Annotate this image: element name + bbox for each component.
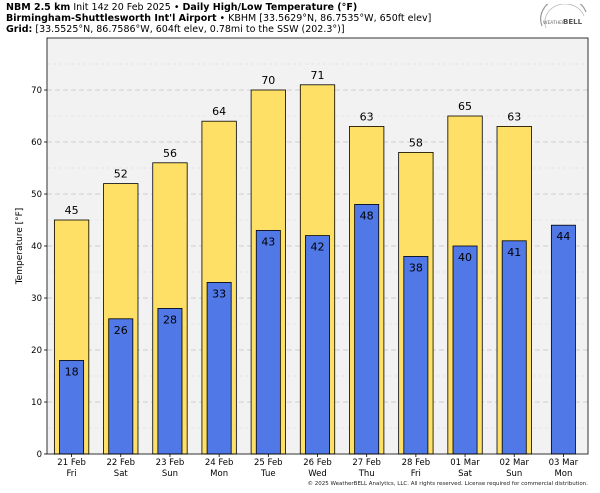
x-tick-label-date: 22 Feb — [106, 458, 135, 468]
x-tick-label-date: 01 Mar — [450, 458, 480, 468]
low-temp-label: 42 — [311, 241, 325, 254]
low-temp-bar — [452, 245, 478, 455]
chart-header-line-2: Birmingham-Shuttlesworth Int'l Airport •… — [6, 13, 431, 25]
y-tick-label: 50 — [31, 190, 42, 200]
x-tick-label-weekday: Sat — [458, 469, 473, 479]
high-temp-label: 64 — [212, 105, 226, 118]
init-time: Init 14z 20 Feb 2025 — [73, 2, 171, 13]
model-name: NBM 2.5 km — [6, 2, 71, 13]
x-tick-label-date: 23 Feb — [156, 458, 185, 468]
x-tick-label-date: 28 Feb — [402, 458, 431, 468]
high-temp-label: 65 — [458, 100, 472, 113]
low-temp-label: 43 — [261, 235, 275, 248]
y-tick-label: 20 — [31, 346, 42, 356]
low-temp-bar — [501, 240, 527, 455]
low-temp-bar — [305, 235, 330, 455]
station-info: KBHM [33.5629°N, 86.7535°W, 650ft elev] — [228, 13, 432, 24]
x-tick-label-date: 27 Feb — [352, 458, 381, 468]
x-tick-label-weekday: Wed — [308, 469, 327, 479]
high-temp-label: 58 — [409, 136, 423, 149]
low-temp-label: 41 — [507, 246, 521, 259]
y-tick-label: 70 — [31, 86, 42, 96]
low-temp-bar — [206, 281, 232, 455]
low-temp-bar — [59, 359, 85, 455]
x-tick-label-date: 03 Mar — [549, 458, 579, 468]
chart-header-line-3: Grid: [33.5525°N, 86.7586°W, 604ft elev,… — [6, 24, 345, 36]
high-temp-label: 56 — [163, 147, 177, 160]
logo-text-small: WEATHER — [543, 20, 565, 26]
low-temp-label: 18 — [65, 365, 79, 378]
low-temp-bar — [550, 224, 576, 455]
x-tick-label-weekday: Sat — [114, 469, 129, 479]
x-tick-label-weekday: Fri — [411, 469, 421, 479]
separator: • — [219, 13, 226, 24]
low-temp-label: 38 — [409, 261, 423, 274]
low-temp-bar — [255, 229, 281, 455]
low-temp-label: 28 — [163, 313, 177, 326]
chart-header-line-1: NBM 2.5 km Init 14z 20 Feb 2025 • Daily … — [6, 2, 357, 14]
grid-label: Grid: — [6, 24, 33, 35]
high-temp-label: 63 — [507, 110, 521, 123]
high-temp-label: 52 — [114, 168, 128, 181]
separator: • — [173, 2, 180, 13]
low-temp-label: 48 — [360, 209, 374, 222]
x-tick-label-weekday: Fri — [67, 469, 77, 479]
low-temp-bar — [354, 203, 380, 455]
high-temp-label: 45 — [65, 204, 79, 217]
weatherbell-logo: WEATHER BELL — [540, 4, 587, 29]
y-tick-label: 10 — [31, 398, 42, 408]
bars: 45 18 52 26 56 28 64 33 70 43 71 42 63 48 58 38 65 40 63 41… — [53, 69, 576, 455]
y-tick-label: 0 — [37, 450, 42, 460]
high-temp-label: 70 — [261, 74, 275, 87]
x-tick-label-date: 26 Feb — [303, 458, 332, 468]
y-tick-label: 30 — [31, 294, 42, 304]
chart-title: Daily High/Low Temperature (°F) — [182, 2, 358, 13]
low-temp-label: 26 — [114, 324, 128, 337]
x-tick-label-weekday: Tue — [260, 469, 276, 479]
high-temp-label: 63 — [360, 110, 374, 123]
x-tick-label-date: 24 Feb — [205, 458, 234, 468]
grid-info: [33.5525°N, 86.7586°W, 604ft elev, 0.78m… — [35, 24, 345, 35]
plot-frame — [46, 37, 589, 455]
x-tick-label-date: 25 Feb — [254, 458, 283, 468]
low-temp-bar — [403, 255, 429, 455]
x-tick-label-date: 02 Mar — [499, 458, 529, 468]
y-axis-label: Temperature [°F] — [15, 208, 25, 286]
low-temp-bar — [157, 307, 183, 455]
low-temp-label: 44 — [556, 230, 570, 243]
logo-text-big: BELL — [563, 18, 583, 26]
low-temp-label: 40 — [458, 251, 472, 264]
x-tick-label-weekday: Sun — [506, 469, 522, 479]
x-tick-label-date: 21 Feb — [57, 458, 86, 468]
x-tick-label-weekday: Thu — [358, 469, 375, 479]
station-name: Birmingham-Shuttlesworth Int'l Airport — [6, 13, 217, 24]
low-temp-bar — [108, 318, 134, 455]
y-tick-label: 60 — [31, 138, 42, 148]
x-tick-label-weekday: Sun — [162, 469, 178, 479]
high-temp-label: 71 — [311, 69, 325, 82]
x-tick-label-weekday: Mon — [554, 469, 572, 479]
y-tick-label: 40 — [31, 242, 42, 252]
copyright-notice: © 2025 WeatherBELL Analytics, LLC. All r… — [307, 481, 588, 487]
x-tick-label-weekday: Mon — [210, 469, 228, 479]
low-temp-label: 33 — [212, 287, 226, 300]
